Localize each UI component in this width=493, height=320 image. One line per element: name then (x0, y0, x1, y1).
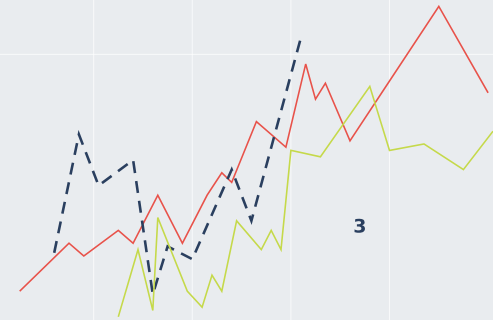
annotation-layer: 3 (353, 216, 366, 238)
series-layer (19, 4, 493, 318)
series-line-1 (19, 4, 489, 292)
series-line-2 (52, 38, 302, 295)
annotation-label: 3 (353, 216, 366, 238)
series-line-3 (117, 84, 493, 318)
